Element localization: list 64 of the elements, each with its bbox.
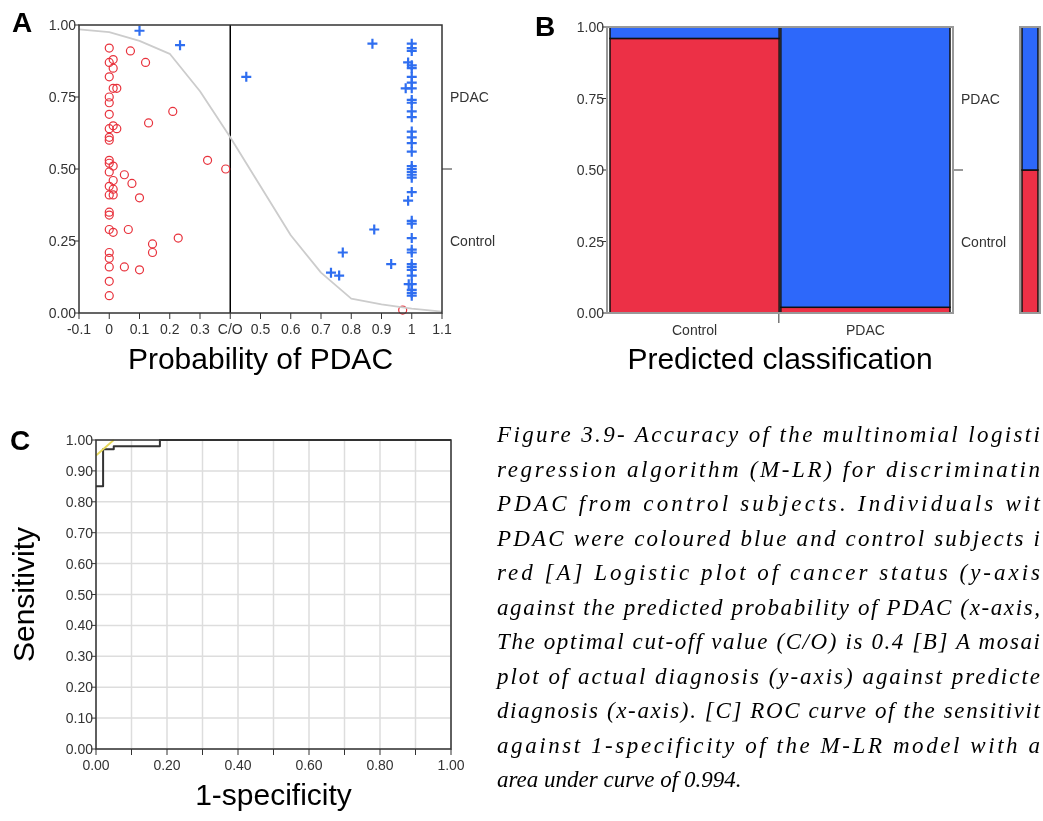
y-tick-label: 0.20 (65, 679, 94, 696)
y-tick-label: 0.50 (576, 162, 605, 178)
x-tick-label: 1.1 (432, 321, 452, 337)
text: Control (450, 233, 496, 249)
y-tick-label: 0.90 (65, 462, 94, 479)
text: red [A] Logistic plot of cancer status (y-axis (497, 560, 1041, 585)
x-axis-title: 1-specificity (195, 778, 352, 811)
y-tick-label: 0.80 (65, 493, 94, 510)
x-tick-label: 0 (105, 321, 114, 337)
x-tick-label: 1 (407, 321, 416, 337)
x-tick-label: 0.80 (366, 757, 394, 773)
y-tick-label: 0.50 (48, 161, 77, 177)
text: regression algorithm (M-LR) for discriminatin (497, 456, 1040, 482)
x-tick-label: PDAC (845, 322, 885, 338)
x-tick-label: 0.00 (82, 757, 110, 773)
text: PDAC from control subjects. Individuals wit (496, 491, 1041, 516)
chart-title: A (12, 7, 33, 38)
x-tick-label: -0.1 (66, 321, 92, 337)
y-tick-label: 0.25 (48, 233, 77, 249)
chart-title: B (535, 11, 556, 42)
text: against 1-specificity of the M-LR model with a (497, 732, 1040, 758)
x-tick-label: 0.9 (371, 321, 392, 337)
text: PDAC (450, 89, 489, 105)
annotation: Control (961, 233, 1007, 250)
y-tick-label: 0.75 (576, 90, 605, 107)
x-tick-label: 0.2 (160, 321, 180, 337)
x-tick-label: 0.5 (250, 321, 271, 337)
caption: Figure 3.9- Accuracy of the multinomial logisti (496, 422, 1040, 447)
y-tick-label: 1.00 (65, 432, 94, 448)
x-tick-label: 0.40 (224, 757, 252, 773)
y-tick-label: 0.00 (48, 305, 77, 321)
x-tick-label: 0.60 (295, 757, 323, 773)
y-tick-label: 0.10 (65, 710, 94, 727)
y-tick-label: 0.75 (48, 89, 77, 105)
x-axis-title: Probability of PDAC (127, 342, 394, 375)
text: PDAC were coloured blue and control subjects i (496, 525, 1040, 551)
y-tick-label: 0.60 (65, 555, 94, 572)
y-tick-label: 0.40 (65, 617, 94, 634)
y-tick-label: 0.25 (576, 233, 605, 250)
text: plot of actual diagnosis (y-axis) against predicte (495, 663, 1040, 689)
y-tick-label: 0.70 (65, 524, 94, 541)
x-tick-label: 0.6 (281, 321, 301, 337)
x-tick-label: 0.3 (190, 321, 210, 337)
text: area under curve of 0.994. (497, 767, 742, 792)
x-tick-label: Control (672, 322, 718, 338)
y-axis-title: Sensitivity (7, 526, 40, 663)
x-tick-label: C/O (217, 321, 243, 337)
x-tick-label: 0.20 (153, 757, 181, 773)
text: diagnosis (x-axis). [C] ROC curve of the sensitivit (497, 698, 1041, 723)
y-tick-label: 0.30 (65, 648, 94, 665)
x-tick-label: 0.1 (129, 321, 150, 337)
y-tick-label: 0.00 (65, 741, 94, 757)
text: against the predicted probability of PDAC (x-axis, (497, 594, 1040, 620)
y-tick-label: 0.00 (576, 305, 605, 321)
text: The optimal cut-off value (C/O) is 0.4 [B] A mosai (497, 629, 1040, 654)
y-tick-label: 0.50 (65, 586, 94, 603)
chart-title: C (10, 425, 31, 456)
x-tick-label: 0.8 (341, 321, 362, 337)
x-tick-label: 0.7 (311, 321, 331, 337)
y-tick-label: 1.00 (48, 17, 77, 33)
annotation: PDAC (961, 90, 1000, 107)
x-tick-label: 1.00 (437, 757, 465, 773)
y-tick-label: 1.00 (576, 19, 605, 35)
x-axis-title: Predicted classification (627, 342, 933, 375)
